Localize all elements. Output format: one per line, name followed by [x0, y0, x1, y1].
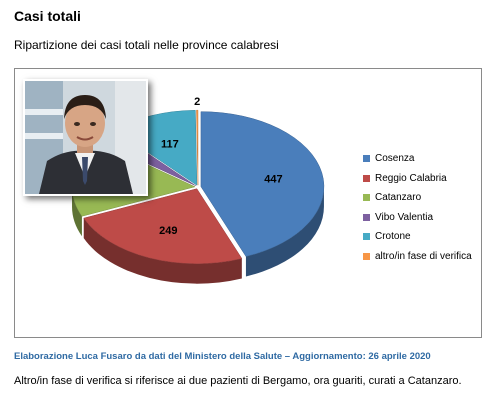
legend-swatch [363, 233, 370, 241]
legend-item-4: Crotone [363, 227, 472, 247]
legend-swatch [363, 174, 370, 182]
legend-label: Cosenza [375, 153, 415, 165]
legend-swatch [363, 194, 370, 202]
legend-item-0: Cosenza [363, 149, 472, 169]
data-label-2: 117 [161, 138, 179, 150]
pie-slice-1 [83, 188, 243, 264]
pie-slice-0 [200, 111, 325, 257]
pie-slice-5 [196, 109, 199, 186]
pie-slice-side-0 [245, 186, 324, 277]
legend-label: Vibo Valentia [375, 211, 434, 223]
author-photo [23, 79, 148, 196]
chart-legend: Cosenza Reggio Calabria Catanzaro Vibo Vale… [363, 149, 472, 266]
legend-swatch [363, 252, 370, 260]
legend-swatch [363, 213, 370, 221]
legend-item-2: Catanzaro [363, 188, 472, 208]
page-title: Casi totali [14, 8, 81, 24]
legend-label: altro/in fase di verifica [375, 250, 472, 262]
source-note: Elaborazione Luca Fusaro da dati del Min… [14, 351, 431, 362]
chart-area: 447 249 117 2 Cosenza Reggio Calabria Catanza… [14, 68, 482, 338]
pie-slice-side-1 [83, 218, 242, 284]
legend-item-5: altro/in fase di verifica [363, 247, 472, 267]
legend-label: Catanzaro [375, 192, 422, 204]
data-label-1: 249 [159, 225, 177, 237]
data-label-3: 2 [194, 96, 200, 108]
chart-subtitle: Ripartizione dei casi totali nelle provi… [14, 38, 279, 52]
legend-swatch [363, 155, 370, 163]
pie-slice-side-2 [72, 186, 82, 237]
legend-item-3: Vibo Valentia [363, 208, 472, 228]
legend-item-1: Reggio Calabria [363, 169, 472, 189]
legend-label: Reggio Calabria [375, 172, 447, 184]
legend-label: Crotone [375, 231, 411, 243]
data-label-0: 447 [264, 173, 282, 185]
footnote: Altro/in fase di verifica si riferisce a… [14, 375, 462, 387]
